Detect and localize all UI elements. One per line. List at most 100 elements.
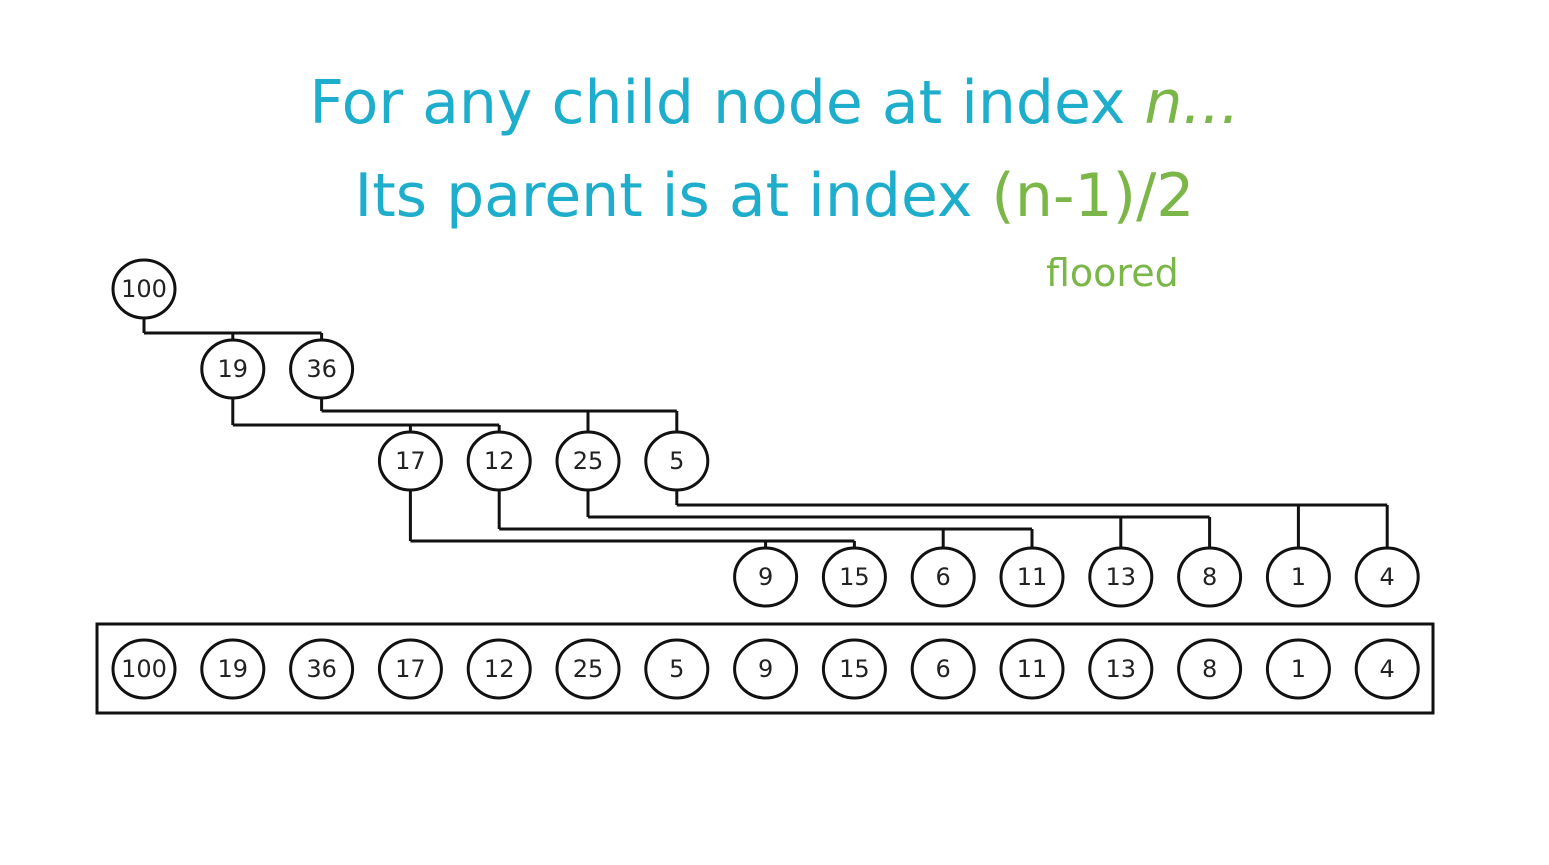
heap-node: 8	[1177, 546, 1243, 608]
heap-node-circle	[1177, 546, 1243, 608]
array-cell-label: 4	[1380, 655, 1395, 683]
array-cell: 15	[821, 638, 887, 700]
heap-node-circle	[111, 258, 177, 320]
array-cell-circle	[1177, 638, 1243, 700]
array-cell: 17	[377, 638, 443, 700]
array-cell: 19	[200, 638, 266, 700]
array-cell: 9	[733, 638, 799, 700]
heap-node-label: 4	[1380, 563, 1395, 591]
array-cell-circle	[200, 638, 266, 700]
array-cell: 13	[1088, 638, 1154, 700]
heap-node: 15	[821, 546, 887, 608]
heap-node-label: 25	[573, 447, 604, 475]
heap-edge	[586, 490, 1212, 548]
array-cell: 4	[1354, 638, 1420, 700]
heap-node-circle	[289, 338, 355, 400]
array-cell-circle	[111, 638, 177, 700]
array-cell-circle	[644, 638, 710, 700]
heap-node: 100	[111, 258, 177, 320]
array-cell-label: 1	[1291, 655, 1306, 683]
heap-node-circle	[1265, 546, 1331, 608]
heap-node: 9	[733, 546, 799, 608]
array-cell-circle	[999, 638, 1065, 700]
array-cell-circle	[1354, 638, 1420, 700]
heap-node-label: 1	[1291, 563, 1306, 591]
heap-node-label: 100	[121, 275, 167, 303]
heap-node: 36	[289, 338, 355, 400]
heading-line-2: Its parent is at index (n-1)/2	[0, 161, 1549, 231]
heap-node-label: 36	[306, 355, 337, 383]
heap-node: 25	[555, 430, 621, 492]
heap-node-label: 9	[758, 563, 773, 591]
heading-line-1-text: For any child node at index	[309, 68, 1145, 138]
array-cell-label: 11	[1017, 655, 1048, 683]
array-cell-label: 12	[484, 655, 515, 683]
heap-node-label: 8	[1202, 563, 1217, 591]
heap-node: 19	[200, 338, 266, 400]
array-cell-label: 15	[839, 655, 870, 683]
heap-node: 4	[1354, 546, 1420, 608]
parent-formula: (n-1)/2	[991, 161, 1195, 231]
array-cell-label: 19	[218, 655, 249, 683]
heap-node-circle	[377, 430, 443, 492]
array-cell-circle	[910, 638, 976, 700]
array-cell-label: 13	[1106, 655, 1137, 683]
heap-node-circle	[821, 546, 887, 608]
heap-node-circle	[733, 546, 799, 608]
heap-nodes: 100 19 36 17 12 25 5 9 15 6 11 13 8 1 4	[111, 258, 1420, 608]
heap-edge	[408, 490, 856, 548]
index-variable: n...	[1144, 68, 1240, 138]
array-cell-circle	[289, 638, 355, 700]
heap-edges	[142, 318, 1389, 548]
array-cell-circle	[377, 638, 443, 700]
heap-node-circle	[466, 430, 532, 492]
array-cell: 36	[289, 638, 355, 700]
heading-line-1: For any child node at index n...	[0, 68, 1549, 138]
heap-node: 12	[466, 430, 532, 492]
heap-node: 1	[1265, 546, 1331, 608]
array-cell: 6	[910, 638, 976, 700]
array-cell-label: 6	[936, 655, 951, 683]
heap-node-label: 6	[936, 563, 951, 591]
heap-node-circle	[644, 430, 710, 492]
array-cell: 12	[466, 638, 532, 700]
array-cell: 1	[1265, 638, 1331, 700]
heap-node-circle	[1354, 546, 1420, 608]
array-cell: 25	[555, 638, 621, 700]
floored-note: floored	[1046, 251, 1179, 295]
heap-node-label: 12	[484, 447, 515, 475]
heap-node-circle	[200, 338, 266, 400]
array-cells: 100 19 36 17 12 25 5 9 15 6 11 13 8 1 4	[111, 638, 1420, 700]
array-cell-circle	[466, 638, 532, 700]
array-cell-circle	[821, 638, 887, 700]
array-cell-circle	[555, 638, 621, 700]
array-cell-label: 5	[669, 655, 684, 683]
heap-node-circle	[910, 546, 976, 608]
heap-node-label: 13	[1106, 563, 1137, 591]
array-container	[95, 622, 1435, 715]
array-cell-label: 9	[758, 655, 773, 683]
heap-edge	[142, 318, 324, 340]
heap-node: 11	[999, 546, 1065, 608]
heap-node-circle	[555, 430, 621, 492]
heap-node: 13	[1088, 546, 1154, 608]
heading-line-2-text: Its parent is at index	[354, 161, 992, 231]
heap-node: 17	[377, 430, 443, 492]
array-cell-label: 25	[573, 655, 604, 683]
heap-edge	[497, 490, 1034, 548]
heap-edge	[231, 398, 501, 432]
array-cell-label: 17	[395, 655, 426, 683]
array-cell-circle	[733, 638, 799, 700]
heap-node: 5	[644, 430, 710, 492]
heap-node-label: 5	[669, 447, 684, 475]
heap-edge	[320, 398, 679, 432]
array-cell: 5	[644, 638, 710, 700]
heap-node-label: 11	[1017, 563, 1048, 591]
heap-edge	[675, 490, 1389, 548]
heap-node-circle	[999, 546, 1065, 608]
array-cell-label: 36	[306, 655, 337, 683]
heap-node-label: 15	[839, 563, 870, 591]
heap-node-label: 19	[218, 355, 249, 383]
array-cell-label: 8	[1202, 655, 1217, 683]
